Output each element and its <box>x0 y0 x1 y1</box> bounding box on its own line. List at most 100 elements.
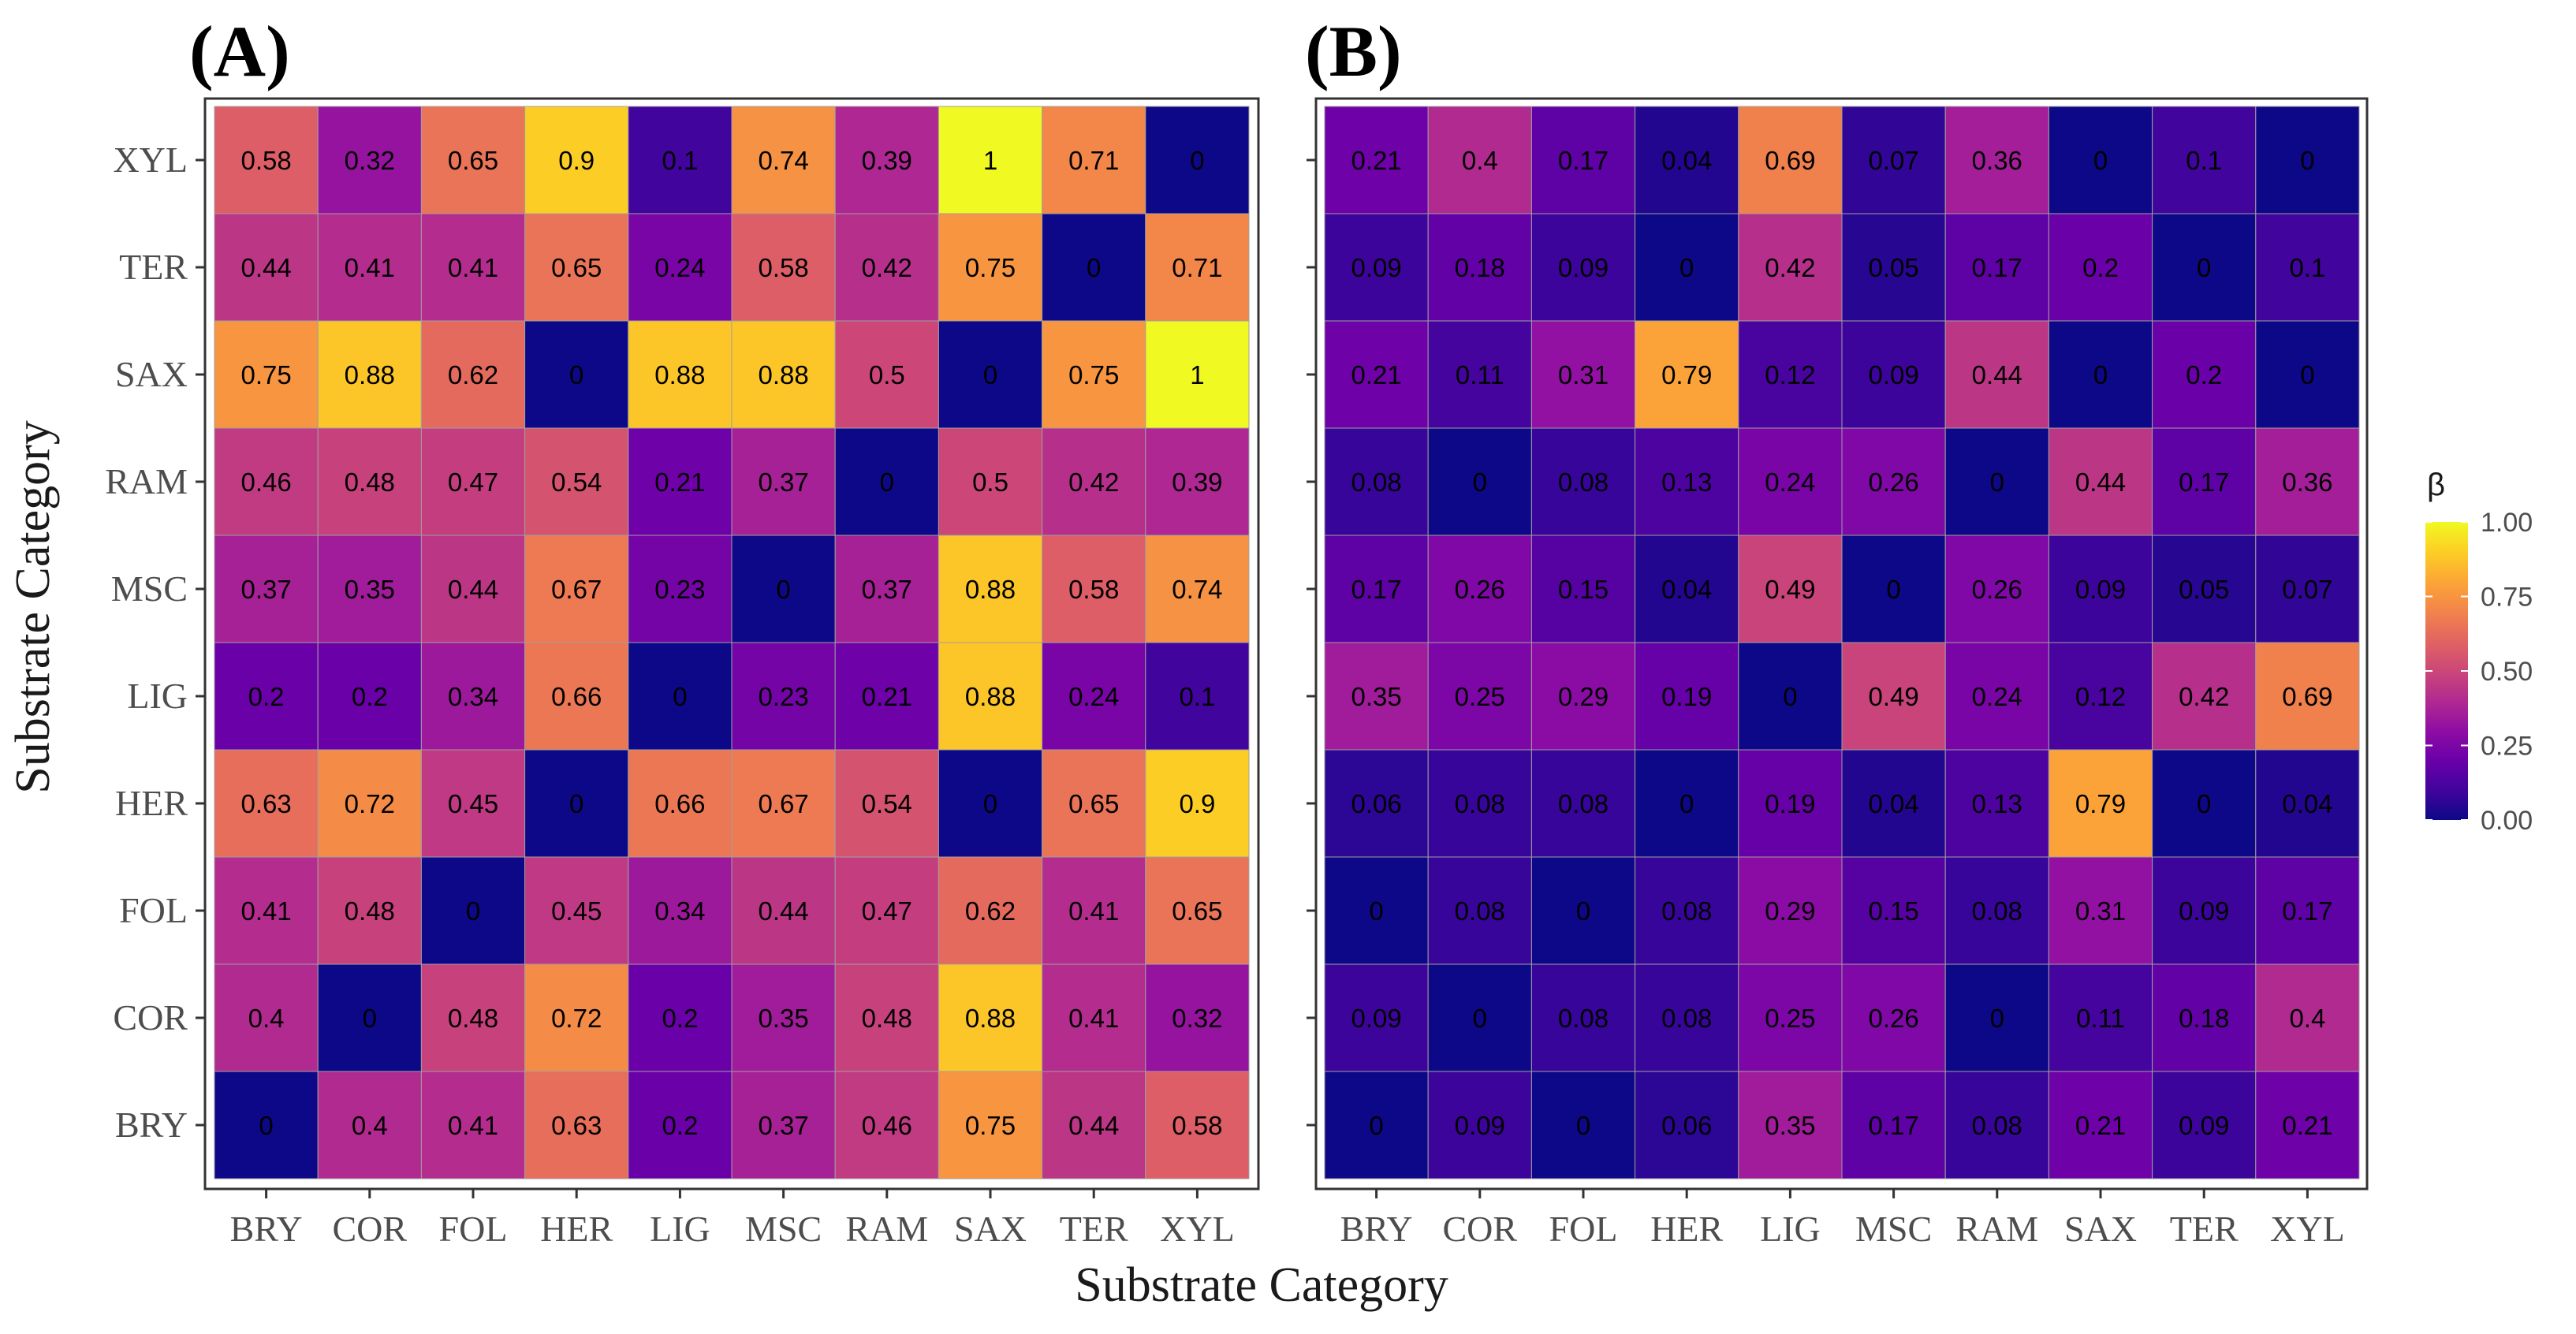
cell-label-b-cor-bry: 0.09 <box>1351 1004 1401 1033</box>
cell-label-a-xyl-xyl: 0 <box>1190 146 1204 175</box>
heatmap-cell-b-msc-cor <box>1427 535 1532 643</box>
cell-label-a-xyl-ter: 0.71 <box>1068 146 1119 175</box>
x-tick-label-b-fol: FOL <box>1549 1209 1618 1249</box>
legend-tick-label: 0.50 <box>2481 657 2533 687</box>
cell-label-b-ter-fol: 0.09 <box>1558 253 1609 282</box>
heatmap-cell-b-ter-bry <box>1324 213 1429 322</box>
cell-label-a-ram-cor: 0.48 <box>345 468 395 497</box>
cell-label-b-cor-her: 0.08 <box>1661 1004 1712 1033</box>
heatmap-cell-a-ram-msc <box>731 427 836 536</box>
cell-label-b-bry-ram: 0.08 <box>1972 1111 2022 1140</box>
heatmap-cell-b-ter-xyl <box>2255 213 2360 322</box>
heatmap-cell-b-ram-lig <box>1738 427 1843 536</box>
cell-label-a-bry-fol: 0.41 <box>448 1111 498 1140</box>
heatmap-cell-b-lig-fol <box>1530 642 1636 751</box>
cell-label-b-ram-ram: 0 <box>1990 468 2004 497</box>
heatmap-cell-a-sax-ter <box>1042 320 1146 429</box>
cell-label-b-ter-ter: 0 <box>2197 253 2211 282</box>
cell-label-b-fol-sax: 0.31 <box>2075 896 2126 926</box>
cell-label-b-msc-cor: 0.26 <box>1455 575 1505 604</box>
cell-label-b-xyl-bry: 0.21 <box>1351 146 1401 175</box>
heatmap-cell-b-bry-msc <box>1841 1071 1946 1179</box>
cell-label-b-sax-ter: 0.2 <box>2186 360 2222 389</box>
cell-label-b-sax-lig: 0.12 <box>1765 360 1815 389</box>
cell-label-a-fol-msc: 0.44 <box>758 896 808 926</box>
cell-label-a-sax-bry: 0.75 <box>240 360 291 389</box>
heatmap-cell-a-ter-sax <box>938 213 1043 322</box>
x-tick-label-b-msc: MSC <box>1855 1209 1932 1249</box>
cell-label-a-ram-ram: 0 <box>880 468 894 497</box>
cell-label-a-cor-msc: 0.35 <box>758 1004 808 1033</box>
cell-label-a-her-bry: 0.63 <box>240 789 291 818</box>
heatmap-cell-b-bry-cor <box>1427 1071 1532 1179</box>
cell-label-a-sax-ram: 0.5 <box>869 360 905 389</box>
cell-label-b-ram-msc: 0.26 <box>1868 468 1918 497</box>
cell-label-b-fol-lig: 0.29 <box>1765 896 1815 926</box>
cell-label-a-xyl-cor: 0.32 <box>345 146 395 175</box>
heatmap-cell-b-lig-sax <box>2048 642 2153 751</box>
heatmap-cell-a-lig-her <box>524 642 629 751</box>
cell-label-b-fol-xyl: 0.17 <box>2282 896 2332 926</box>
cell-label-a-bry-sax: 0.75 <box>965 1111 1016 1140</box>
cell-label-a-xyl-bry: 0.58 <box>240 146 291 175</box>
cell-label-b-bry-msc: 0.17 <box>1868 1111 1918 1140</box>
y-tick-label-xyl: XYL <box>113 140 188 180</box>
cell-label-a-lig-ter: 0.24 <box>1068 682 1119 711</box>
cell-label-b-fol-msc: 0.15 <box>1868 896 1918 926</box>
heatmap-cell-a-bry-bry <box>214 1071 319 1179</box>
cell-label-b-sax-msc: 0.09 <box>1868 360 1918 389</box>
cell-label-b-her-ter: 0 <box>2197 789 2211 818</box>
heatmap-cell-b-ram-cor <box>1427 427 1532 536</box>
heatmap-cell-b-msc-fol <box>1530 535 1636 643</box>
heatmap-cell-a-xyl-her <box>524 106 629 214</box>
cell-label-b-sax-bry: 0.21 <box>1351 360 1401 389</box>
heatmap-cell-b-msc-sax <box>2048 535 2153 643</box>
cell-label-a-cor-her: 0.72 <box>551 1004 602 1033</box>
heatmap-cell-b-sax-msc <box>1841 320 1946 429</box>
cell-label-a-fol-lig: 0.34 <box>654 896 705 926</box>
cell-label-a-msc-ter: 0.58 <box>1068 575 1119 604</box>
heatmap-cell-a-bry-her <box>524 1071 629 1179</box>
cell-label-a-xyl-fol: 0.65 <box>448 146 498 175</box>
y-tick-label-cor: COR <box>113 997 188 1038</box>
y-tick-label-fol: FOL <box>119 890 188 930</box>
cell-label-b-lig-msc: 0.49 <box>1868 682 1918 711</box>
x-tick-label-b-cor: COR <box>1443 1209 1518 1249</box>
heatmap-cell-a-cor-sax <box>938 963 1043 1072</box>
heatmap-cell-b-fol-bry <box>1324 856 1429 965</box>
heatmap-cell-b-fol-ram <box>1944 856 2049 965</box>
heatmap-cell-b-ter-lig <box>1738 213 1843 322</box>
cell-label-a-cor-cor: 0 <box>363 1004 377 1033</box>
cell-label-a-lig-xyl: 0.1 <box>1179 682 1215 711</box>
cell-label-a-sax-xyl: 1 <box>1190 360 1204 389</box>
heatmap-cell-a-bry-xyl <box>1145 1071 1250 1179</box>
heatmap-cell-a-ter-fol <box>420 213 526 322</box>
cell-label-b-ram-her: 0.13 <box>1661 468 1712 497</box>
cell-label-a-her-cor: 0.72 <box>345 789 395 818</box>
cell-label-b-xyl-her: 0.04 <box>1661 146 1712 175</box>
cell-label-b-ter-ram: 0.17 <box>1972 253 2022 282</box>
cell-label-b-ter-msc: 0.05 <box>1868 253 1918 282</box>
cell-label-b-cor-msc: 0.26 <box>1868 1004 1918 1033</box>
cell-label-a-sax-msc: 0.88 <box>758 360 808 389</box>
heatmap-cell-b-cor-cor <box>1427 963 1532 1072</box>
cell-label-b-msc-lig: 0.49 <box>1765 575 1815 604</box>
heatmap-cell-b-xyl-xyl <box>2255 106 2360 214</box>
cell-label-a-bry-xyl: 0.58 <box>1172 1111 1222 1140</box>
heatmap-cell-a-ter-ram <box>834 213 939 322</box>
y-tick-label-ram: RAM <box>105 461 188 501</box>
y-tick-label-lig: LIG <box>127 676 188 716</box>
cell-label-b-msc-sax: 0.09 <box>2075 575 2126 604</box>
cell-label-b-xyl-xyl: 0 <box>2300 146 2314 175</box>
cell-label-b-her-fol: 0.08 <box>1558 789 1609 818</box>
heatmap-cell-b-ram-bry <box>1324 427 1429 536</box>
cell-label-a-msc-msc: 0 <box>776 575 790 604</box>
y-axis-title: Substrate Category <box>6 420 60 794</box>
cell-label-a-sax-sax: 0 <box>983 360 997 389</box>
heatmap-cell-a-xyl-ram <box>834 106 939 214</box>
cell-label-a-bry-ram: 0.46 <box>862 1111 912 1140</box>
heatmap-cell-b-lig-xyl <box>2255 642 2360 751</box>
heatmap-cell-b-fol-sax <box>2048 856 2153 965</box>
cell-label-b-sax-sax: 0 <box>2093 360 2108 389</box>
